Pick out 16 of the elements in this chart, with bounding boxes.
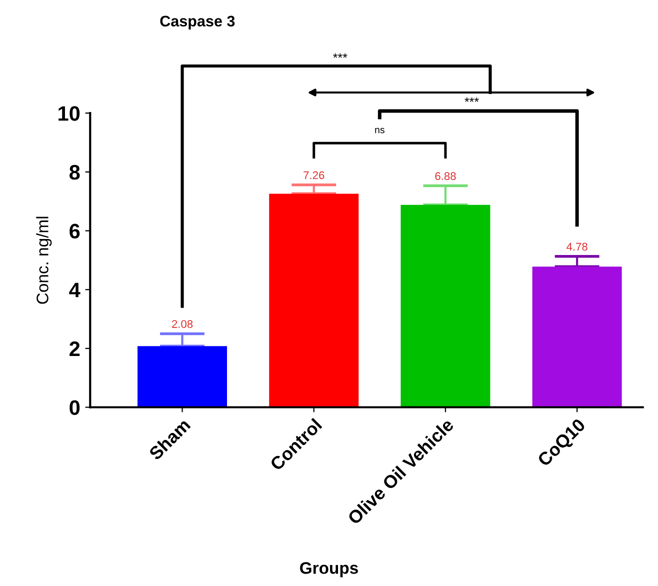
data-label: 7.26 — [304, 171, 324, 180]
y-tick-label: 10 — [58, 106, 80, 121]
y-tick-label: 6 — [70, 224, 80, 239]
y-tick-label: 4 — [69, 282, 80, 298]
y-tick-label: 2 — [70, 341, 80, 356]
text: *** — [333, 53, 348, 58]
x-axis-title: Groups — [300, 562, 358, 578]
y-tick-label: 8 — [70, 164, 80, 180]
text: *** — [464, 97, 479, 102]
y-tick-label: 0 — [70, 400, 80, 416]
data-label: 6.88 — [435, 172, 456, 180]
chart-title: Caspase 3 — [160, 16, 235, 30]
data-label: 4.78 — [566, 242, 588, 251]
data-label: 2.08 — [172, 320, 193, 328]
y-axis-title: Conc. ng/ml — [36, 216, 52, 304]
annotation: ns — [375, 128, 384, 134]
